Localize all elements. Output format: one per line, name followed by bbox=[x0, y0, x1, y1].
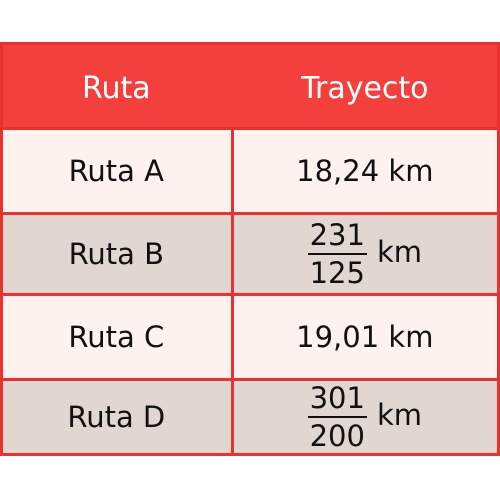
table-header-row: Ruta Trayecto bbox=[3, 45, 497, 127]
distance-fraction: 231 125 bbox=[307, 217, 367, 290]
row-divider bbox=[3, 127, 497, 130]
distance-table: Ruta Trayecto Ruta A 18,24 km Ruta B 231… bbox=[0, 42, 500, 456]
row-divider bbox=[3, 293, 497, 296]
table-row: Ruta C 19,01 km bbox=[3, 296, 497, 378]
route-name: Ruta A bbox=[68, 154, 165, 188]
table-row: Ruta A 18,24 km bbox=[3, 130, 497, 212]
fraction-bar bbox=[307, 252, 367, 255]
route-distance: 231 125 km bbox=[233, 215, 497, 293]
distance-fraction: 301 200 bbox=[307, 380, 367, 453]
row-divider bbox=[3, 378, 497, 381]
route-distance: 19,01 km bbox=[296, 320, 434, 354]
fraction-numerator: 301 bbox=[309, 380, 365, 415]
column-divider bbox=[231, 127, 234, 453]
route-name: Ruta C bbox=[68, 320, 165, 354]
fraction-denominator: 125 bbox=[309, 255, 365, 290]
route-name: Ruta B bbox=[68, 237, 165, 271]
header-route: Ruta bbox=[81, 70, 151, 106]
fraction-bar bbox=[307, 415, 367, 418]
route-distance: 18,24 km bbox=[296, 154, 434, 188]
distance-unit: km bbox=[376, 398, 422, 432]
distance-unit: km bbox=[376, 235, 422, 269]
fraction-numerator: 231 bbox=[309, 217, 365, 252]
route-distance: 301 200 km bbox=[233, 381, 497, 453]
table-row: Ruta D 301 200 km bbox=[3, 381, 497, 453]
route-name: Ruta D bbox=[67, 400, 166, 434]
table-row: Ruta B 231 125 km bbox=[3, 215, 497, 293]
row-divider bbox=[3, 212, 497, 215]
fraction-denominator: 200 bbox=[309, 418, 365, 453]
header-distance: Trayecto bbox=[301, 70, 429, 106]
